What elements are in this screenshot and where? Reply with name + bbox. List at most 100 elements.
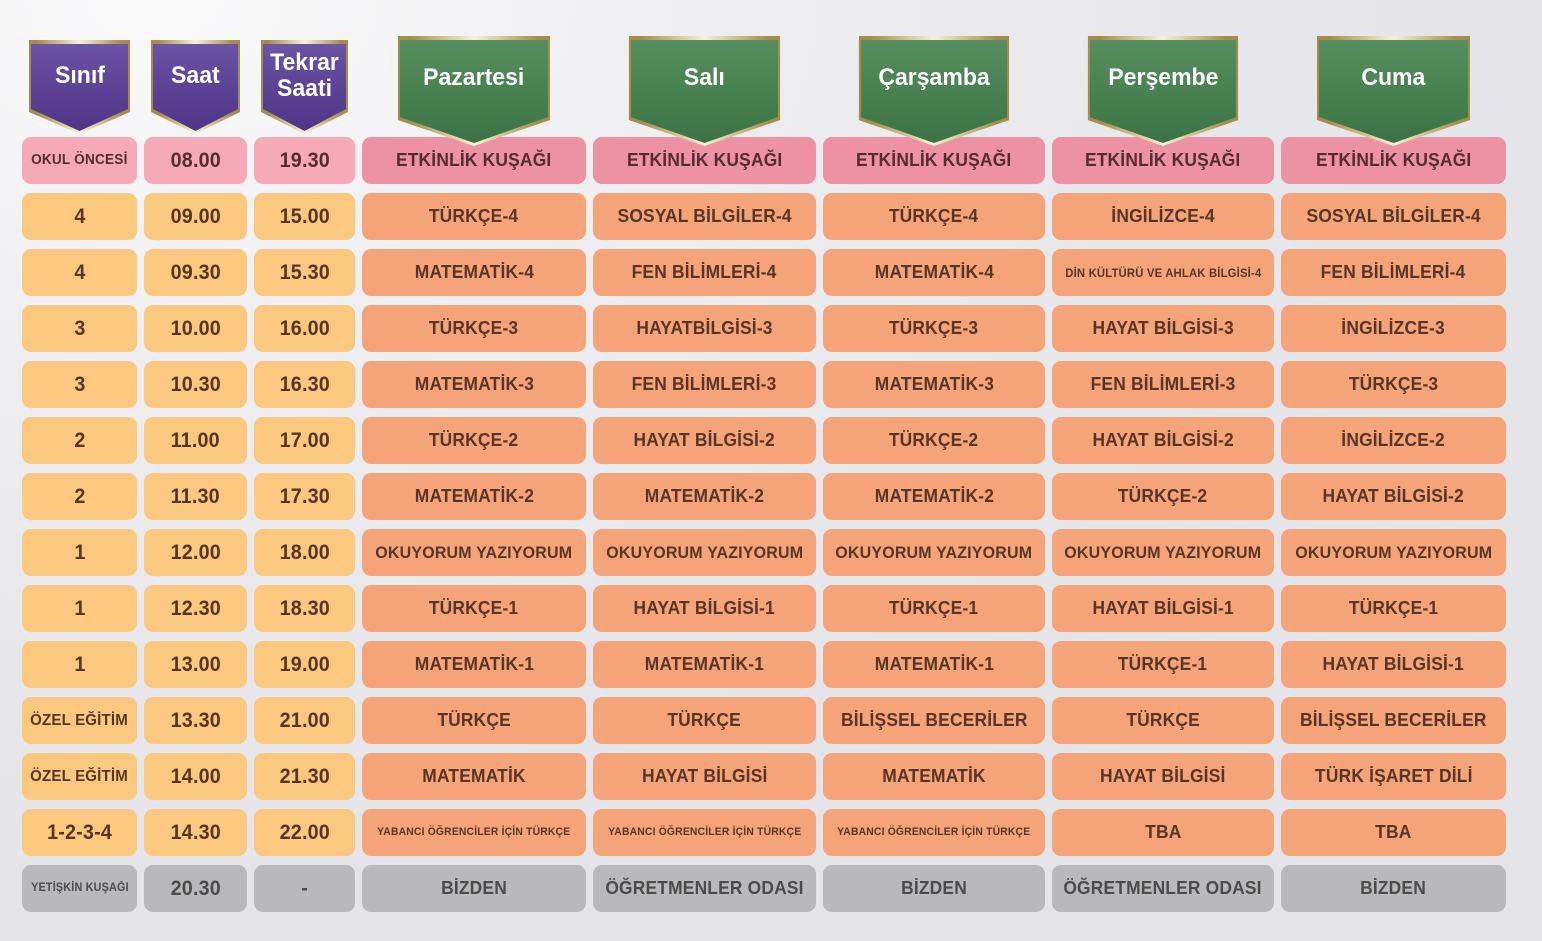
time-label: 08.00 — [170, 149, 221, 172]
class-label: 1 — [73, 653, 86, 676]
column-header-label: Pazartesi — [423, 63, 525, 91]
lesson-cell: TÜRKÇE-3 — [362, 305, 586, 352]
time-label: 10.00 — [170, 317, 221, 340]
lesson-cell: FEN BİLİMLERİ-3 — [1052, 361, 1274, 408]
lesson-cell: TÜRKÇE-4 — [362, 193, 586, 240]
time-cell: 14.00 — [144, 753, 247, 800]
lesson-cell: TÜRKÇE-2 — [823, 417, 1045, 464]
lesson-cell: MATEMATİK-2 — [593, 473, 816, 520]
lesson-cell: HAYAT BİLGİSİ-2 — [1052, 417, 1274, 464]
header-ribbon: Salı — [629, 36, 781, 146]
lesson-label: ETKİNLİK KUŞAĞI — [396, 149, 552, 171]
repeat-cell: 19.30 — [254, 137, 355, 184]
repeat-label: 16.00 — [279, 317, 330, 340]
repeat-label: 17.30 — [279, 485, 330, 508]
lesson-label: OKUYORUM YAZIYORUM — [1064, 543, 1262, 562]
class-cell: OKUL ÖNCESİ — [22, 137, 137, 184]
repeat-label: - — [301, 877, 308, 900]
header-ribbon: Sınıf — [29, 40, 130, 134]
column-header: Perşembe — [1052, 36, 1274, 128]
lesson-label: TÜRKÇE-1 — [889, 597, 979, 619]
lesson-label: TÜRKÇE — [437, 709, 511, 731]
time-cell: 10.30 — [144, 361, 247, 408]
repeat-label: 16.30 — [279, 373, 330, 396]
time-cell: 13.00 — [144, 641, 247, 688]
repeat-label: 22.00 — [279, 821, 330, 844]
column-header: Pazartesi — [362, 36, 586, 128]
class-label: OKUL ÖNCESİ — [31, 152, 128, 169]
lesson-cell: HAYAT BİLGİSİ — [1052, 753, 1274, 800]
lesson-label: HAYAT BİLGİSİ — [1100, 765, 1226, 787]
repeat-cell: 19.00 — [254, 641, 355, 688]
repeat-cell: 21.00 — [254, 697, 355, 744]
time-label: 13.30 — [170, 709, 221, 732]
header-ribbon-body: Çarşamba — [861, 40, 1008, 143]
lesson-cell: OKUYORUM YAZIYORUM — [593, 529, 816, 576]
lesson-cell: ETKİNLİK KUŞAĞI — [1052, 137, 1274, 184]
class-cell: ÖZEL EĞİTİM — [22, 753, 137, 800]
repeat-label: 19.00 — [279, 653, 330, 676]
time-label: 11.30 — [170, 485, 221, 508]
column-header-label: Salı — [683, 63, 725, 91]
repeat-label: 18.30 — [279, 597, 330, 620]
repeat-label: 18.00 — [279, 541, 330, 564]
lesson-label: FEN BİLİMLERİ-3 — [1090, 373, 1236, 395]
repeat-cell: 17.00 — [254, 417, 355, 464]
lesson-label: ETKİNLİK KUŞAĞI — [856, 149, 1012, 171]
class-cell: 1-2-3-4 — [22, 809, 137, 856]
lesson-cell: MATEMATİK-3 — [823, 361, 1045, 408]
class-label: 4 — [73, 261, 86, 284]
header-ribbon: Perşembe — [1088, 36, 1239, 146]
lesson-cell: BİZDEN — [1281, 865, 1506, 912]
lesson-cell: TÜRKÇE-4 — [823, 193, 1045, 240]
lesson-label: FEN BİLİMLERİ-4 — [1321, 261, 1466, 283]
class-cell: 3 — [22, 361, 137, 408]
lesson-cell: TBA — [1052, 809, 1274, 856]
time-label: 10.30 — [170, 373, 221, 396]
class-label: 3 — [73, 373, 86, 396]
class-label: YETİŞKİN KUŞAĞI — [30, 881, 129, 894]
class-label: 4 — [73, 205, 86, 228]
lesson-cell: BİZDEN — [362, 865, 586, 912]
lesson-cell: OKUYORUM YAZIYORUM — [1052, 529, 1274, 576]
lesson-label: TÜRKÇE-2 — [429, 429, 519, 451]
lesson-cell: TBA — [1281, 809, 1506, 856]
time-cell: 08.00 — [144, 137, 247, 184]
lesson-cell: BİZDEN — [823, 865, 1045, 912]
lesson-label: SOSYAL BİLGİLER-4 — [1306, 205, 1481, 227]
lesson-label: HAYAT BİLGİSİ-2 — [633, 429, 776, 451]
lesson-cell: HAYAT BİLGİSİ — [593, 753, 816, 800]
lesson-label: HAYAT BİLGİSİ-1 — [1322, 653, 1465, 675]
lesson-label: TBA — [1144, 821, 1182, 843]
lesson-cell: SOSYAL BİLGİLER-4 — [593, 193, 816, 240]
lesson-cell: TÜRKÇE-3 — [823, 305, 1045, 352]
lesson-cell: OKUYORUM YAZIYORUM — [362, 529, 586, 576]
class-cell: 1 — [22, 529, 137, 576]
lesson-label: MATEMATİK-1 — [644, 653, 765, 675]
lesson-label: TÜRKÇE-1 — [1118, 653, 1208, 675]
class-label: 1 — [73, 541, 86, 564]
lesson-label: TÜRKÇE — [667, 709, 742, 731]
lesson-cell: MATEMATİK-2 — [823, 473, 1045, 520]
lesson-label: HAYAT BİLGİSİ-1 — [1092, 597, 1234, 619]
lesson-cell: TÜRK İŞARET DİLİ — [1281, 753, 1506, 800]
header-ribbon-body: Sınıf — [31, 44, 128, 131]
header-ribbon-body: Cuma — [1319, 40, 1468, 143]
lesson-cell: MATEMATİK-4 — [823, 249, 1045, 296]
lesson-cell: TÜRKÇE — [593, 697, 816, 744]
lesson-cell: HAYAT BİLGİSİ-3 — [1052, 305, 1274, 352]
class-label: 2 — [73, 429, 86, 452]
lesson-label: TÜRKÇE-3 — [889, 317, 979, 339]
repeat-label: 21.30 — [279, 765, 330, 788]
lesson-label: MATEMATİK-2 — [874, 485, 994, 507]
lesson-cell: MATEMATİK-2 — [362, 473, 586, 520]
lesson-label: HAYAT BİLGİSİ-2 — [1092, 429, 1234, 451]
lesson-cell: TÜRKÇE-2 — [362, 417, 586, 464]
class-cell: ÖZEL EĞİTİM — [22, 697, 137, 744]
time-label: 20.30 — [170, 877, 221, 900]
column-header-label: Çarşamba — [878, 63, 990, 91]
time-cell: 13.30 — [144, 697, 247, 744]
lesson-label: TÜRKÇE-3 — [429, 317, 519, 339]
class-label: ÖZEL EĞİTİM — [30, 711, 129, 729]
